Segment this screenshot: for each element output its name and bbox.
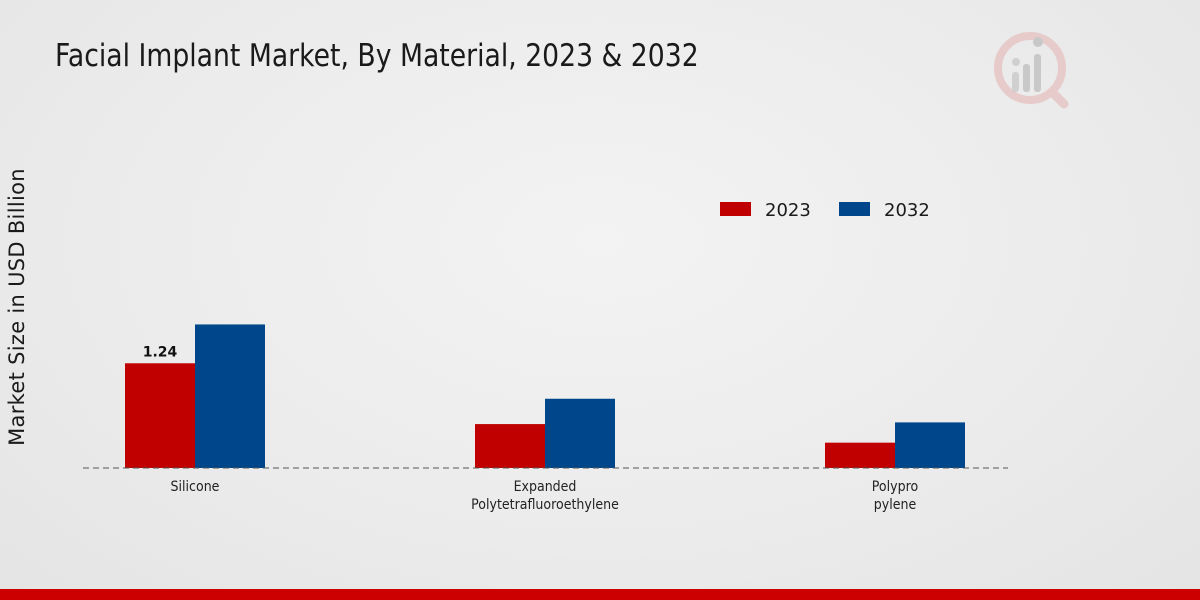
x-tick-label-line: Silicone: [170, 479, 220, 495]
legend: 2023 2032: [720, 200, 930, 221]
bar-2032-polypropylene: [895, 422, 965, 468]
market-research-logo-icon: [992, 30, 1072, 110]
legend-label-2023: 2023: [765, 200, 811, 221]
bar-2032-expanded-polytetrafluoroethylene: [545, 398, 615, 468]
x-tick-label: Silicone: [171, 478, 220, 496]
bottom-accent-bar: [0, 589, 1200, 600]
x-tick-label-line: pylene: [873, 497, 917, 513]
legend-swatch-2032: [839, 202, 870, 216]
x-tick-label-line: Expanded: [513, 479, 577, 495]
bar-2023-polypropylene: [825, 442, 895, 468]
data-label: 1.24: [143, 344, 178, 360]
x-tick-label: Polypro pylene: [872, 478, 918, 514]
x-tick-label-line: Polypro: [871, 479, 919, 495]
x-tick-label-line: Polytetrafluoroethylene: [471, 497, 619, 513]
bar-2032-silicone: [195, 324, 265, 468]
bar-2023-expanded-polytetrafluoroethylene: [475, 424, 545, 468]
chart-title: Facial Implant Market, By Material, 2023…: [55, 38, 699, 74]
legend-swatch-2023: [720, 202, 751, 216]
x-tick-label: Expanded Polytetrafluoroethylene: [471, 478, 619, 514]
legend-label-2032: 2032: [884, 200, 930, 221]
bar-2023-silicone: [125, 363, 195, 468]
